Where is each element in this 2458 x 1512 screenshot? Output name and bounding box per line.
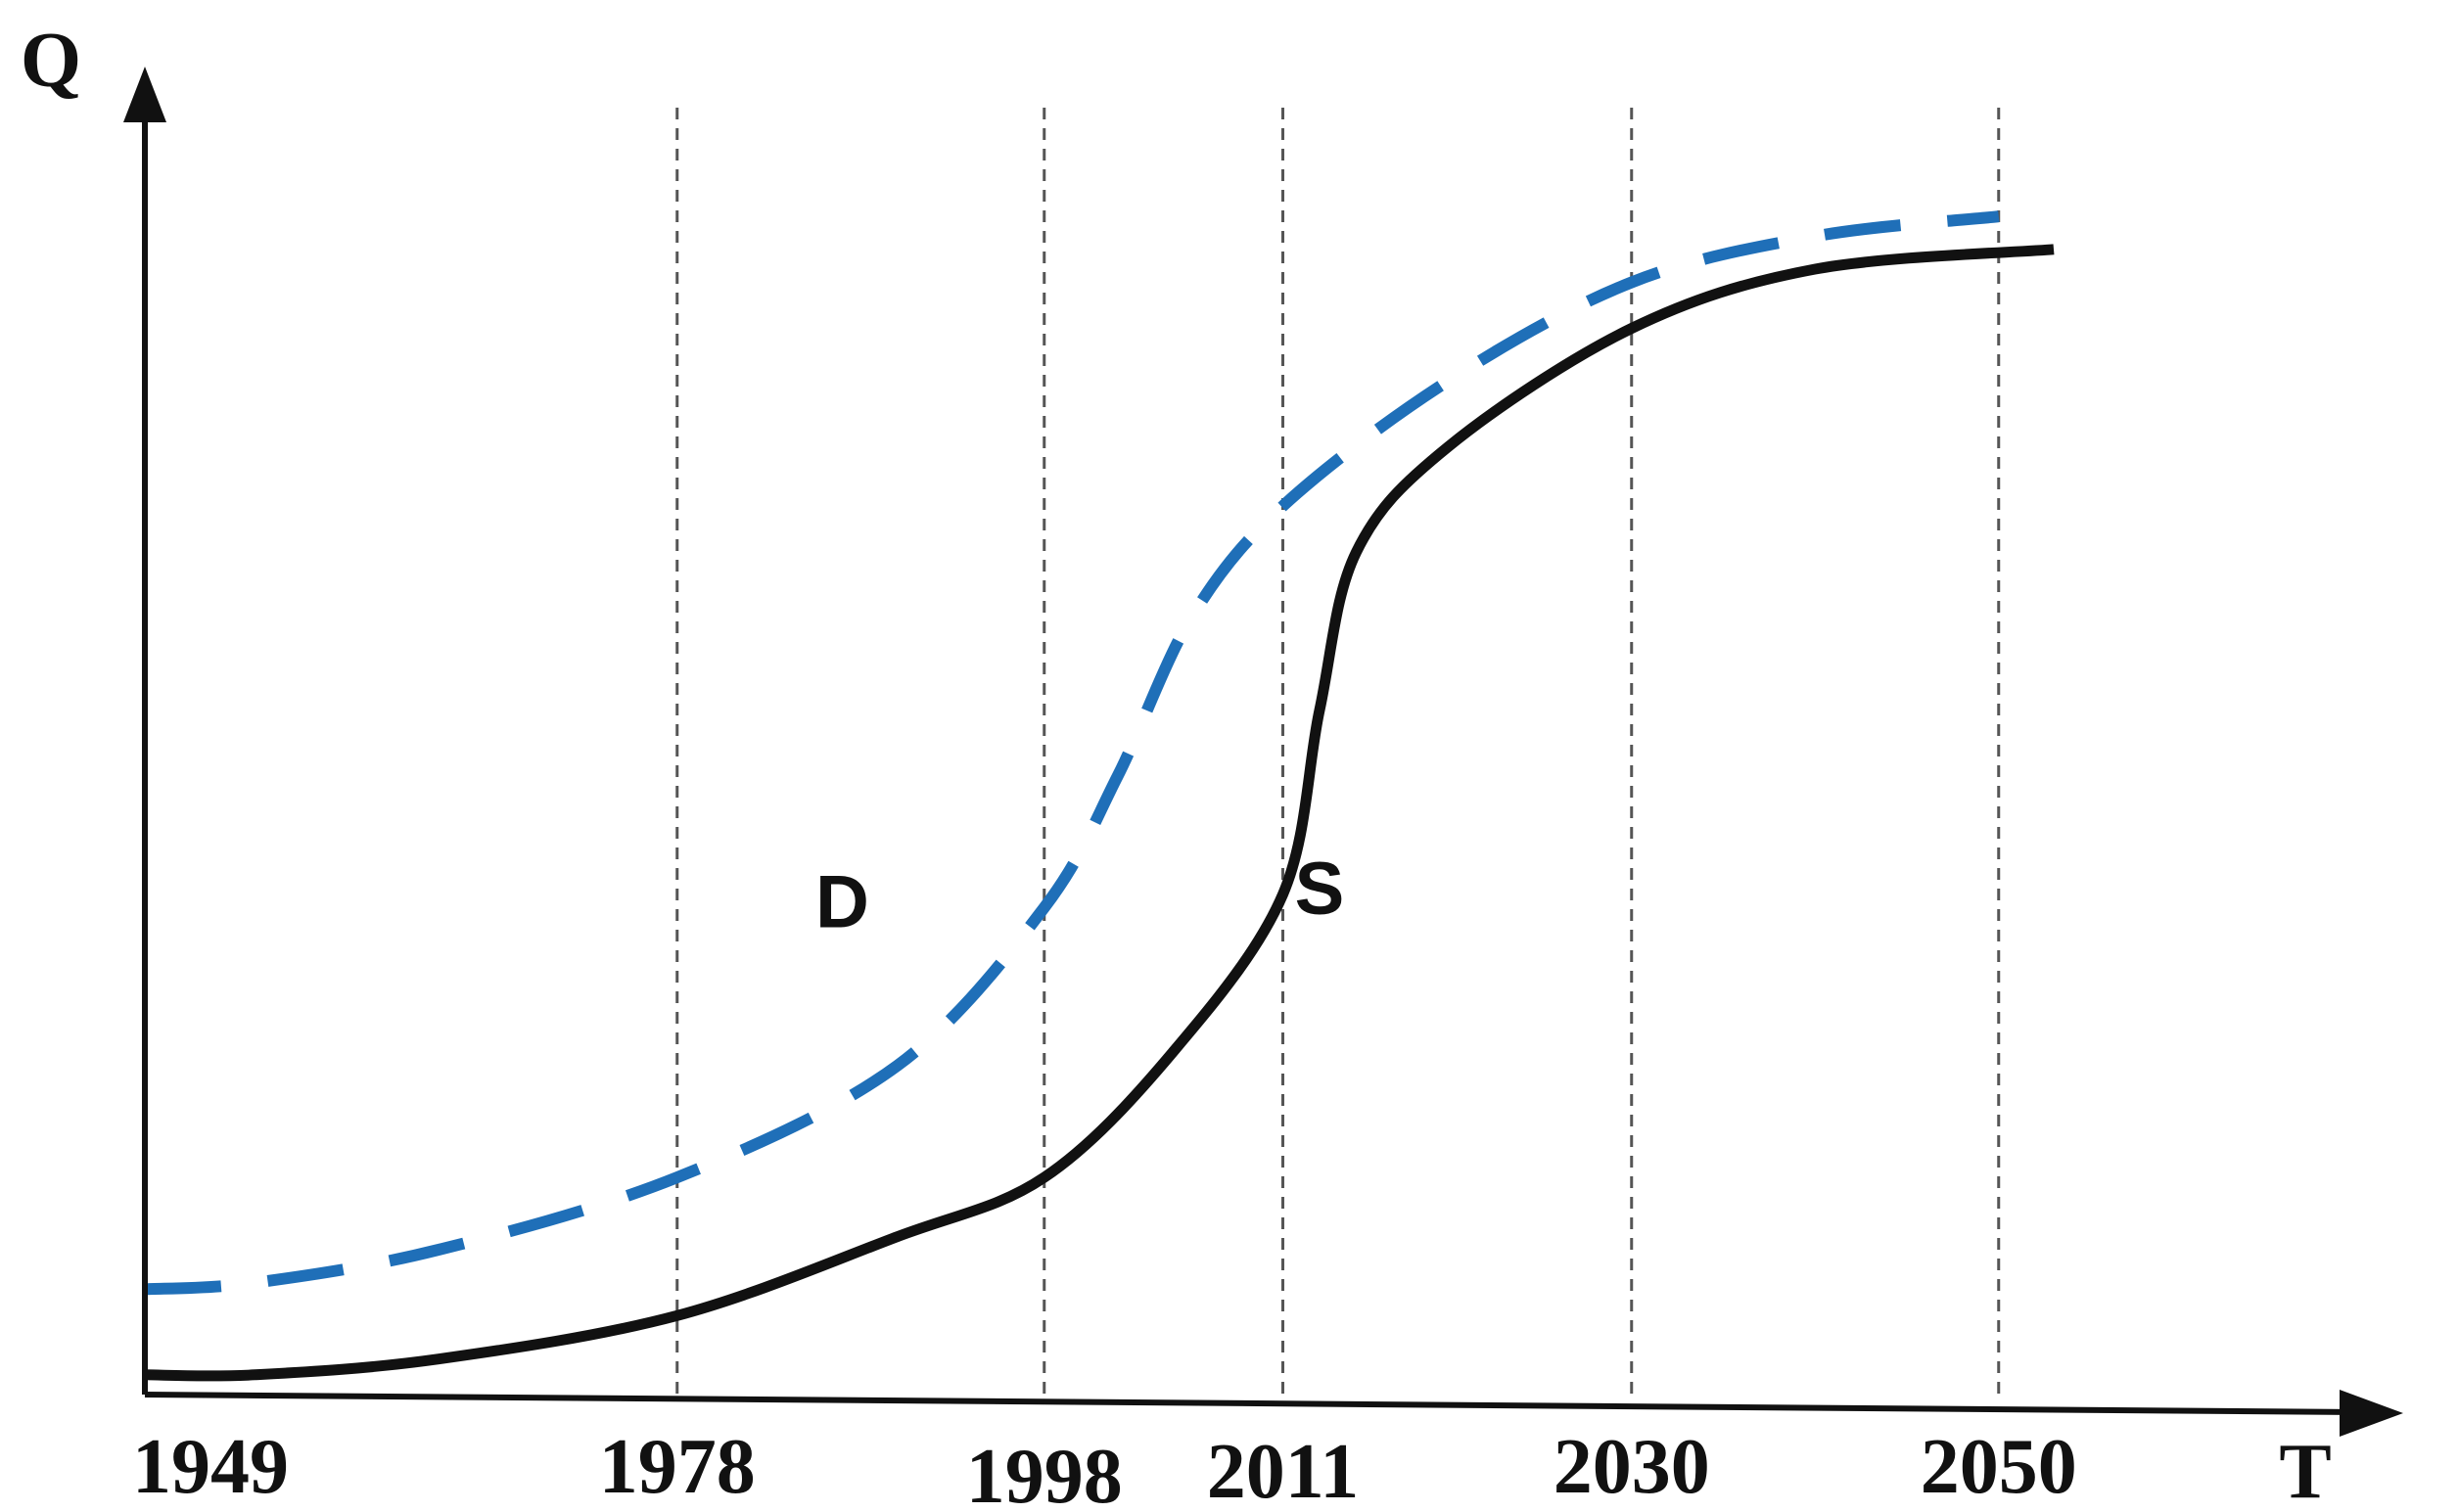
series-lines <box>144 210 2055 1382</box>
x-axis-label: T <box>2279 1429 2331 1512</box>
series-line-d <box>144 210 2000 1296</box>
series-annotation-d: D <box>815 861 869 944</box>
x-tick-label-2030: 2030 <box>1554 1424 1710 1510</box>
x-tick-label-1949: 1949 <box>132 1424 289 1510</box>
series-annotation-s: S <box>1295 848 1345 931</box>
x-tick-label-2050: 2050 <box>1921 1424 2077 1510</box>
grid-lines <box>675 108 2001 1395</box>
y-axis-arrow <box>123 67 166 122</box>
x-axis <box>144 1392 2360 1415</box>
y-axis-label: Q <box>21 18 81 104</box>
axes <box>123 67 2403 1437</box>
x-axis-arrow <box>2340 1390 2403 1437</box>
x-tick-label-1998: 1998 <box>966 1434 1123 1512</box>
x-tick-label-2011: 2011 <box>1207 1429 1360 1512</box>
series-line-s <box>144 244 2055 1382</box>
x-tick-label-1978: 1978 <box>599 1424 756 1510</box>
labels: 1949 1978 1998 2011 2030 2050 Q T D S <box>21 18 2332 1512</box>
